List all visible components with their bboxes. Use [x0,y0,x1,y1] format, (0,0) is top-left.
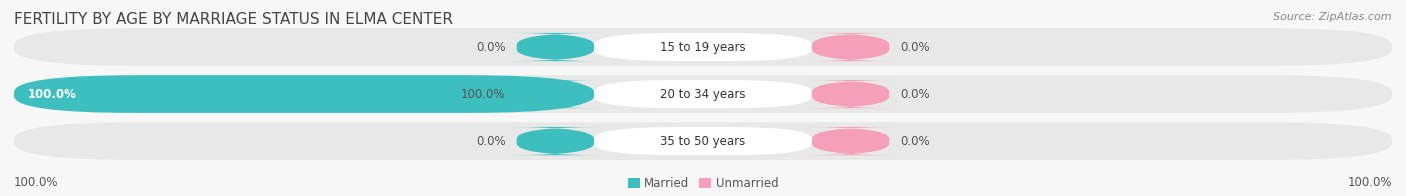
FancyBboxPatch shape [14,28,1392,66]
FancyBboxPatch shape [593,33,813,61]
Legend: Married, Unmarried: Married, Unmarried [628,177,778,190]
Text: 15 to 19 years: 15 to 19 years [661,41,745,54]
FancyBboxPatch shape [593,127,813,155]
Text: 100.0%: 100.0% [461,88,506,101]
Text: 0.0%: 0.0% [901,88,931,101]
FancyBboxPatch shape [14,75,591,113]
Text: 0.0%: 0.0% [901,41,931,54]
FancyBboxPatch shape [14,75,1392,113]
Text: 0.0%: 0.0% [901,135,931,148]
Text: 0.0%: 0.0% [475,135,506,148]
Text: 35 to 50 years: 35 to 50 years [661,135,745,148]
Text: 0.0%: 0.0% [475,41,506,54]
FancyBboxPatch shape [509,33,602,61]
Text: Source: ZipAtlas.com: Source: ZipAtlas.com [1274,12,1392,22]
FancyBboxPatch shape [509,80,602,108]
Text: 20 to 34 years: 20 to 34 years [661,88,745,101]
FancyBboxPatch shape [804,80,897,108]
FancyBboxPatch shape [509,127,602,155]
Text: 100.0%: 100.0% [14,176,59,189]
Text: FERTILITY BY AGE BY MARRIAGE STATUS IN ELMA CENTER: FERTILITY BY AGE BY MARRIAGE STATUS IN E… [14,12,453,27]
Text: 100.0%: 100.0% [1347,176,1392,189]
FancyBboxPatch shape [804,127,897,155]
FancyBboxPatch shape [804,33,897,61]
FancyBboxPatch shape [14,122,1392,160]
Text: 100.0%: 100.0% [28,88,77,101]
FancyBboxPatch shape [593,80,813,108]
